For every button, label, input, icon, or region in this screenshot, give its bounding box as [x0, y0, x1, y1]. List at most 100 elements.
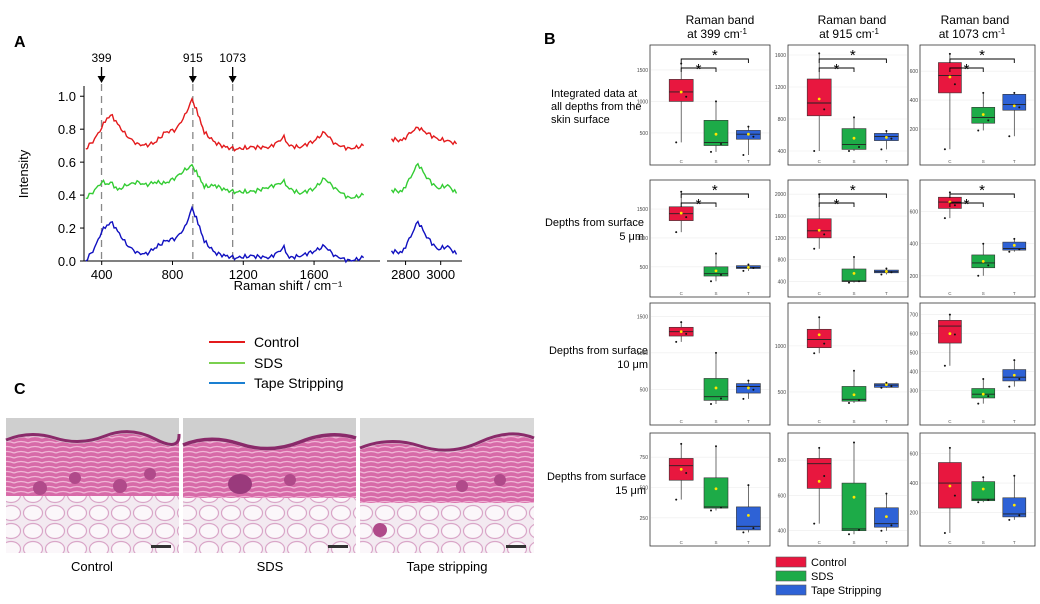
boxplot-integrated-1073: 200 400 600 C S T * * — [910, 44, 1036, 166]
data-point — [710, 509, 712, 512]
data-point — [943, 364, 946, 367]
y-tick-label: 500 — [640, 387, 649, 393]
x-cat-label: S — [982, 540, 985, 545]
x-cat-label: C — [680, 540, 684, 545]
mean-dot — [1012, 104, 1016, 108]
data-point — [953, 204, 956, 207]
boxplot-10um-1073: 300 400 500 600 700 C S T — [910, 302, 1036, 426]
y-tick-label: 400 — [778, 280, 787, 286]
mean-dot — [679, 211, 683, 215]
data-point — [987, 498, 990, 501]
data-point — [987, 395, 990, 398]
sig-bracket-short — [680, 202, 717, 207]
spectra-y-label: Intensity — [16, 149, 31, 198]
data-point — [685, 216, 688, 219]
data-point — [858, 280, 860, 283]
sig-bracket-short — [949, 202, 984, 207]
spectrum-tape-right — [390, 220, 458, 255]
data-point — [715, 445, 717, 448]
data-point — [715, 252, 717, 255]
data-point — [752, 388, 755, 391]
mean-dot — [817, 228, 821, 232]
y-tick-label: 400 — [778, 149, 787, 155]
spectra-y-tick-label: 0.4 — [58, 188, 76, 203]
y-tick-label: 750 — [640, 455, 649, 461]
data-point — [813, 247, 816, 250]
boxplot-column-headers: Raman band at 399 cm-1 Raman band at 915… — [686, 13, 1010, 41]
data-point — [1018, 248, 1021, 251]
y-tick-label: 400 — [910, 369, 919, 375]
x-cat-label: C — [680, 159, 684, 164]
mean-dot — [714, 386, 718, 390]
y-tick-label: 600 — [910, 332, 919, 338]
data-point — [1008, 250, 1011, 253]
col-header-915-l1: Raman band — [818, 13, 887, 27]
sig-bracket-long — [949, 58, 1015, 63]
boxplot-legend: Control SDS Tape Stripping — [775, 556, 881, 597]
mean-dot — [747, 265, 750, 269]
data-point — [813, 150, 816, 152]
data-point — [977, 501, 980, 504]
data-point — [858, 399, 860, 402]
mean-dot — [817, 479, 821, 483]
x-cat-label: S — [714, 540, 717, 545]
mean-dot — [852, 393, 856, 397]
box-sds — [703, 477, 729, 509]
data-point — [747, 125, 750, 128]
spectra-y-tick-label: 0.8 — [58, 122, 76, 137]
mean-dot — [747, 513, 750, 517]
box-control — [806, 328, 832, 349]
data-point — [742, 269, 745, 272]
x-cat-label: T — [885, 159, 888, 164]
sig-bracket-long — [818, 193, 887, 198]
box-sds — [841, 482, 867, 532]
histology-label-sds: SDS — [257, 559, 284, 574]
y-tick-label: 1500 — [637, 68, 648, 74]
mean-dot — [1012, 503, 1016, 507]
sig-star: * — [712, 47, 718, 64]
data-point — [742, 397, 745, 400]
sig-star: * — [834, 61, 840, 78]
data-point — [953, 83, 956, 86]
legend-label-sds: SDS — [254, 355, 283, 371]
mean-dot — [1012, 373, 1016, 377]
spectra-x-tick-label: 3000 — [426, 267, 455, 282]
x-cat-label: T — [1013, 159, 1016, 164]
row-label-5um-1: Depths from surface — [545, 217, 644, 229]
data-point — [813, 352, 816, 355]
spectrum-tape-left — [85, 205, 365, 264]
spectra-y-tick-label: 0.2 — [58, 221, 76, 236]
x-cat-label: C — [818, 419, 822, 424]
data-point — [720, 397, 722, 400]
box-control — [806, 78, 832, 117]
mean-dot — [852, 136, 856, 140]
row-label-integrated-2: all depths from the — [551, 101, 642, 113]
box-sds — [971, 481, 996, 502]
spectra-x-tick-label: 400 — [91, 267, 113, 282]
data-point — [948, 446, 951, 449]
y-tick-label: 200 — [910, 510, 919, 516]
data-point — [977, 274, 980, 277]
data-point — [943, 217, 946, 220]
spectra-x-tick-label: 2800 — [391, 267, 420, 282]
box-tape — [736, 506, 761, 531]
data-point — [813, 522, 816, 525]
sig-star: * — [850, 182, 856, 199]
boxplot-10um-1073-frame — [919, 302, 1036, 426]
sig-star: * — [979, 47, 985, 64]
sig-bracket-short — [818, 202, 855, 207]
data-point — [823, 475, 826, 478]
y-tick-label: 500 — [910, 351, 919, 357]
mean-dot — [852, 271, 856, 275]
y-tick-label: 400 — [910, 98, 919, 104]
data-point — [1013, 474, 1016, 477]
data-point — [823, 342, 826, 345]
data-point — [710, 403, 712, 406]
histology-control — [5, 418, 181, 553]
data-point — [715, 100, 717, 103]
x-cat-label: S — [852, 159, 855, 164]
data-point — [982, 91, 985, 94]
panel-letter-a: A — [14, 34, 26, 51]
legend-b-label-tape: Tape Stripping — [811, 585, 881, 597]
y-tick-label: 500 — [640, 131, 649, 137]
